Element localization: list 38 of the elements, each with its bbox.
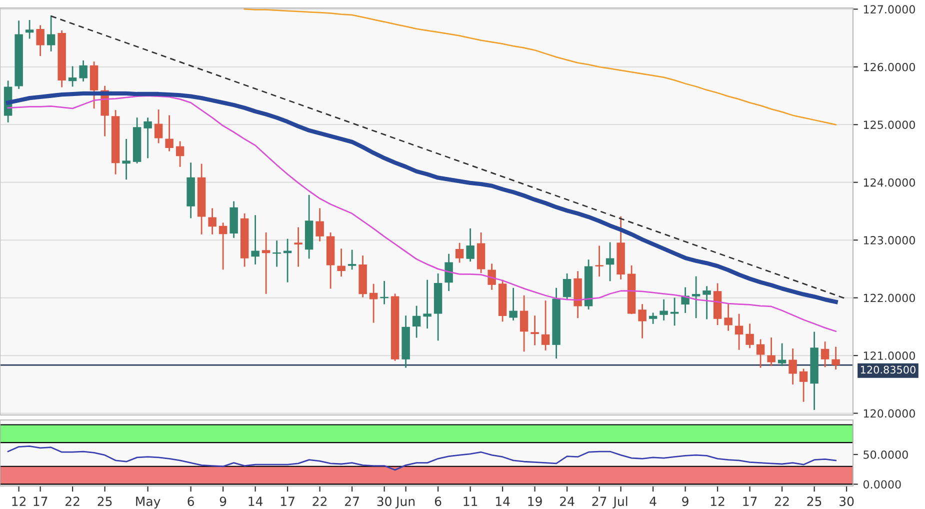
x-tick-label: 17 (280, 496, 294, 506)
x-tick-label: 14 (496, 496, 510, 506)
x-tick-label: 30 (840, 496, 854, 506)
x-tick-label: 11 (464, 496, 478, 506)
y-tick-label: 50.0000 (864, 450, 908, 459)
x-tick-label: 22 (775, 496, 789, 506)
x-tick-label: 25 (807, 496, 822, 506)
y-tick-label: 0.0000 (863, 480, 901, 489)
x-tick-label: 22 (312, 496, 327, 506)
x-tick-label: 12 (12, 496, 26, 506)
y-tick-label: 122.0000 (864, 294, 915, 302)
x-tick-label: 27 (592, 496, 606, 506)
x-tick-label: 6 (188, 496, 194, 506)
x-tick-label: 6 (434, 496, 442, 506)
x-tick-label: 12 (710, 496, 724, 506)
x-tick-label: Jul (612, 496, 628, 508)
y-tick-label: 126.0000 (864, 62, 915, 72)
x-tick-label: 27 (345, 496, 359, 506)
x-tick-label: 9 (682, 496, 688, 506)
x-tick-label: 22 (66, 496, 80, 506)
y-tick-label: 127.0000 (864, 5, 915, 14)
x-tick-label: 9 (220, 496, 226, 506)
y-tick-label: 123.0000 (864, 236, 915, 244)
ref-line-label: 120.83500 (860, 366, 916, 374)
y-tick-label: 125.0000 (864, 120, 915, 129)
x-tick-label: 4 (650, 496, 656, 506)
x-tick-label: May (136, 496, 160, 509)
x-tick-label: 17 (34, 496, 48, 506)
x-tick-label: 14 (248, 496, 263, 506)
y-tick-label: 124.0000 (864, 178, 915, 187)
y-tick-label: 120.0000 (864, 409, 915, 418)
x-tick-label: Jun (395, 496, 415, 508)
x-tick-label: 30 (377, 496, 392, 506)
x-tick-label: 24 (560, 496, 574, 506)
x-tick-label: 19 (528, 496, 542, 506)
x-tick-label: 17 (743, 496, 757, 506)
x-tick-label: 25 (98, 496, 112, 506)
y-tick-label: 121.0000 (864, 352, 915, 360)
